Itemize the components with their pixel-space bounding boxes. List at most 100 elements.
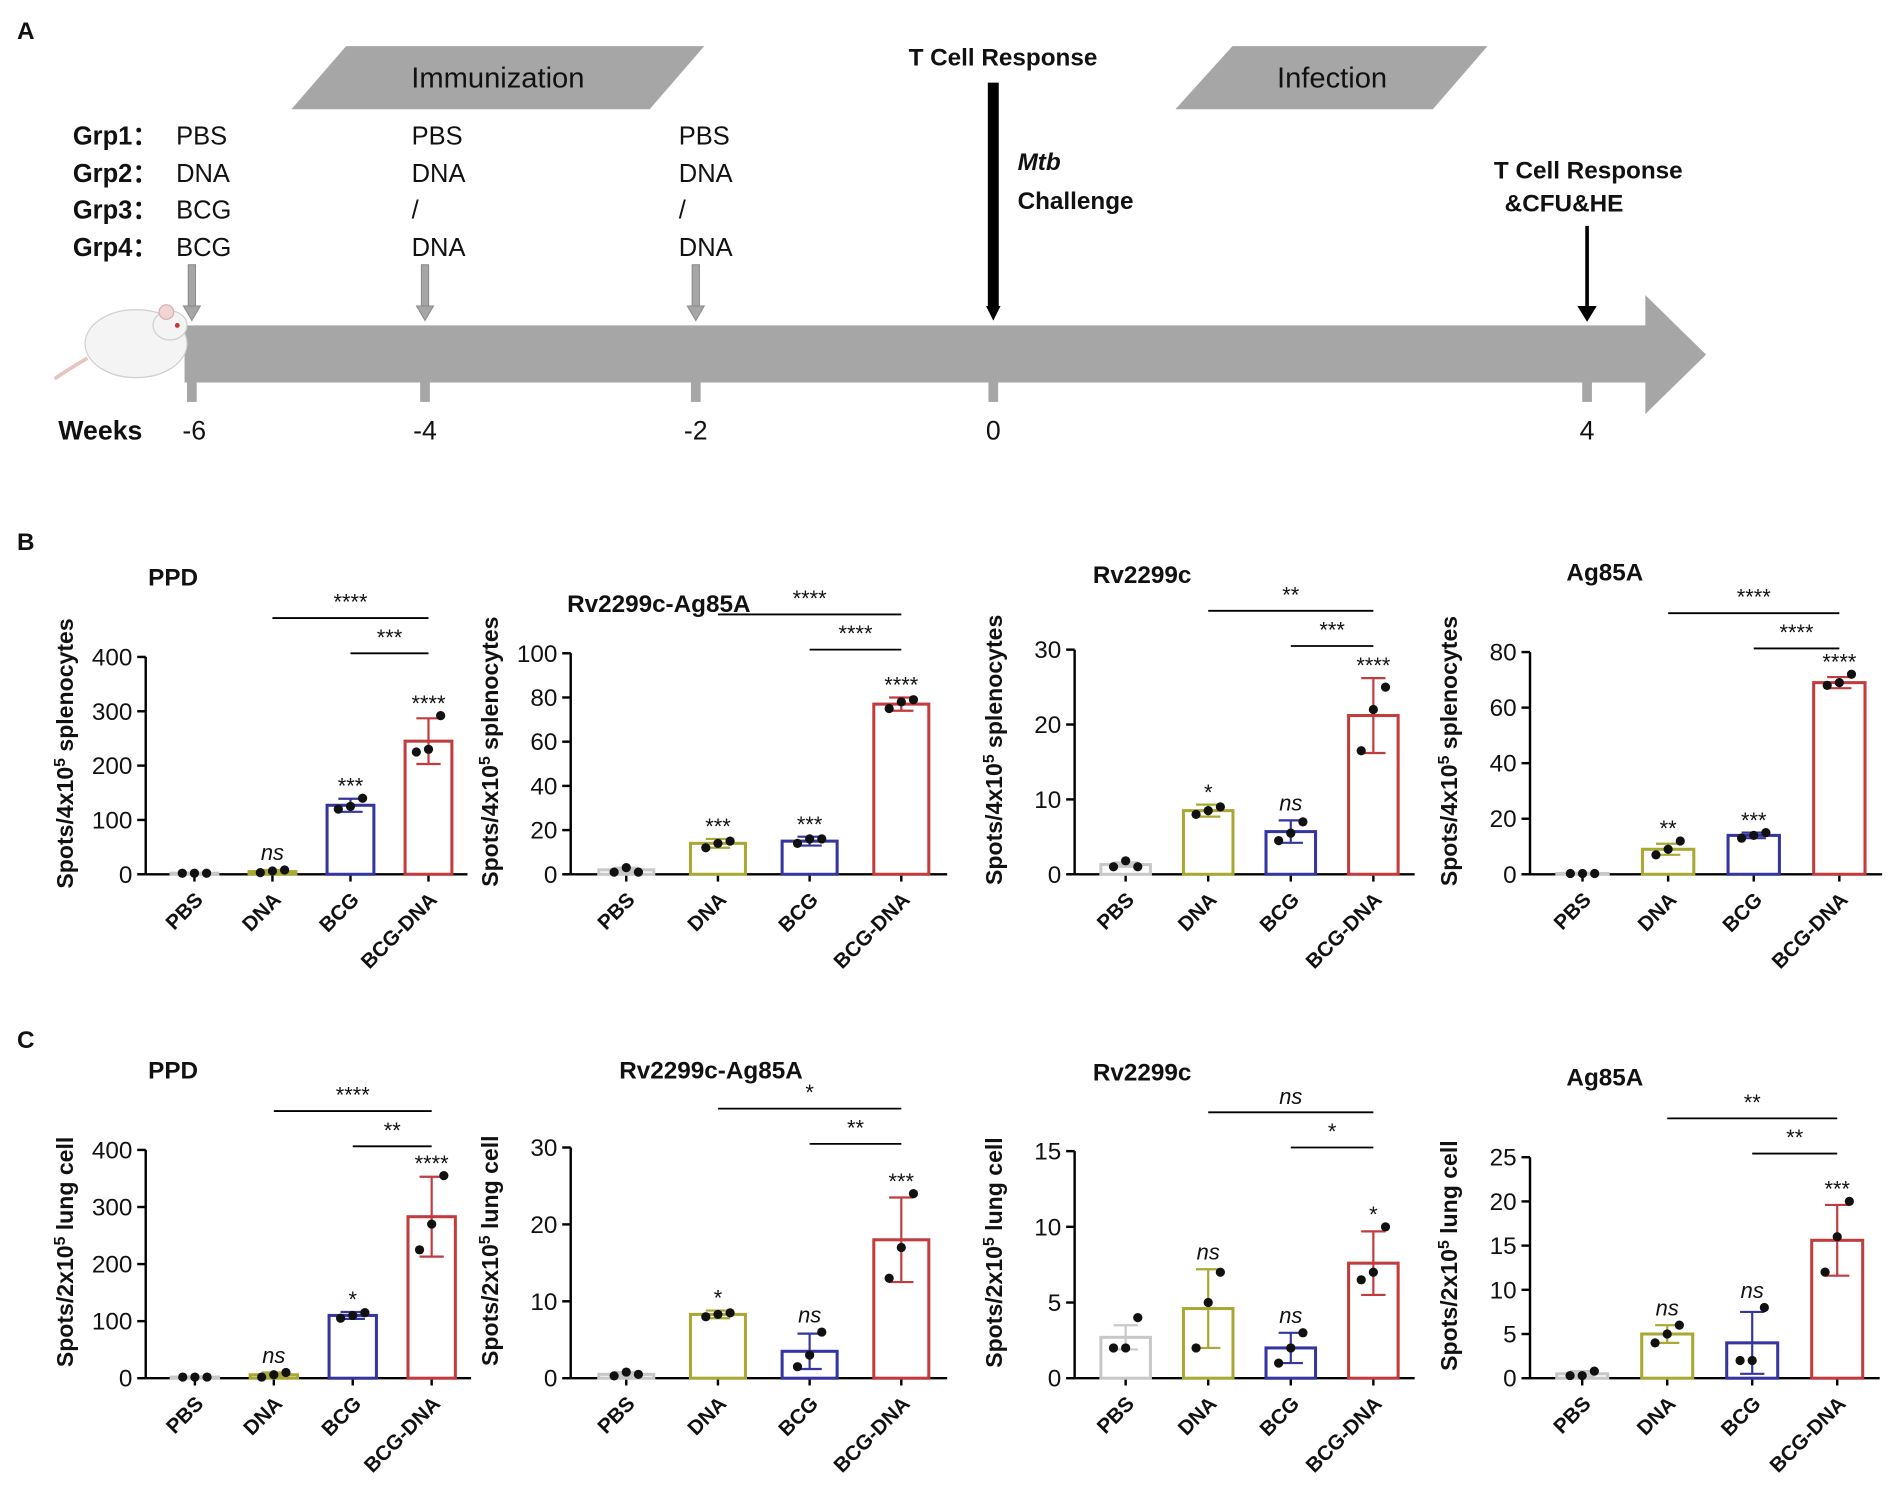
x-tick-label: DNA bbox=[1174, 888, 1222, 936]
bar bbox=[688, 1312, 747, 1380]
data-point bbox=[1215, 802, 1225, 812]
y-axis-label-part: 5 bbox=[980, 1237, 997, 1246]
group-label: Grp4： bbox=[73, 234, 158, 262]
data-point bbox=[1356, 1275, 1366, 1285]
data-point bbox=[1590, 868, 1600, 879]
phase-shape bbox=[1175, 46, 1488, 110]
week-label: -2 bbox=[684, 416, 708, 446]
y-axis-label-part: 5 bbox=[1436, 1240, 1453, 1249]
data-point bbox=[201, 868, 212, 878]
x-tick-label: PBS bbox=[1093, 1392, 1139, 1438]
challenge-head bbox=[986, 306, 1001, 321]
data-point bbox=[896, 1242, 906, 1253]
group-treatment: / bbox=[679, 197, 687, 225]
y-axis-label-part: lung cell bbox=[52, 1137, 78, 1237]
data-point bbox=[1577, 1370, 1587, 1381]
data-point bbox=[1650, 1338, 1660, 1348]
y-axis-label-part: lung cell bbox=[981, 1137, 1007, 1237]
phase-label: Infection bbox=[1277, 62, 1387, 94]
y-tick-label: 0 bbox=[544, 1366, 558, 1393]
data-point bbox=[257, 1372, 267, 1382]
significance-label: **** bbox=[1822, 649, 1857, 674]
data-point bbox=[621, 1367, 631, 1377]
y-tick-label: 0 bbox=[119, 1366, 133, 1393]
data-point bbox=[360, 1307, 370, 1318]
x-tick-label: BCG bbox=[774, 888, 823, 937]
y-axis-label-part: 5 bbox=[980, 754, 997, 763]
y-tick-label: 0 bbox=[1503, 1366, 1517, 1393]
week-tick bbox=[420, 382, 430, 402]
data-point bbox=[701, 1312, 711, 1322]
significance-label: ns bbox=[1741, 1278, 1764, 1303]
y-tick-label: 300 bbox=[92, 1195, 133, 1222]
chart-title: Rv2299c bbox=[1093, 1060, 1192, 1087]
x-tick-label: DNA bbox=[1633, 1392, 1681, 1440]
y-axis-label-part: Spots/4x10 bbox=[1436, 764, 1462, 886]
data-point bbox=[896, 697, 906, 707]
data-point bbox=[884, 703, 894, 714]
data-point bbox=[411, 747, 421, 757]
bar bbox=[780, 839, 839, 876]
y-axis-label-part: 5 bbox=[1436, 755, 1453, 764]
data-point bbox=[725, 1308, 735, 1318]
data-point bbox=[439, 1170, 449, 1181]
data-point bbox=[1203, 1297, 1213, 1308]
panel-label: B bbox=[17, 529, 35, 556]
data-point bbox=[1215, 1267, 1225, 1277]
data-point bbox=[1577, 868, 1588, 879]
comparison-label: ** bbox=[847, 1115, 865, 1140]
data-point bbox=[1368, 704, 1378, 715]
x-tick-label: BCG bbox=[317, 1392, 366, 1441]
data-point bbox=[1203, 806, 1213, 816]
y-tick-label: 20 bbox=[1034, 712, 1061, 739]
data-point bbox=[189, 868, 200, 878]
dose-head bbox=[415, 305, 435, 322]
x-tick-label: DNA bbox=[238, 888, 286, 936]
group-treatment: / bbox=[412, 197, 420, 225]
significance-label: ** bbox=[1660, 816, 1678, 841]
data-point bbox=[1274, 835, 1284, 846]
x-tick-label: PBS bbox=[593, 888, 639, 934]
event-agent: Mtb bbox=[1018, 149, 1061, 176]
y-axis-label: Spots/2x105 lung cell bbox=[980, 1137, 1007, 1368]
data-point bbox=[1133, 862, 1143, 872]
x-tick-label: PBS bbox=[1550, 888, 1596, 934]
y-axis-label-part: Spots/4x10 bbox=[52, 767, 78, 889]
mouse bbox=[53, 304, 188, 381]
data-point bbox=[281, 1367, 291, 1378]
comparison-label: **** bbox=[333, 590, 368, 615]
significance-label: ns bbox=[1279, 791, 1302, 816]
dose-head bbox=[686, 305, 706, 322]
data-point bbox=[701, 843, 711, 853]
data-point bbox=[423, 744, 434, 754]
y-axis-label: Spots/4x105 splenocytes bbox=[51, 618, 77, 888]
endpoint-label: T Cell Response bbox=[1494, 158, 1683, 185]
data-point bbox=[817, 1327, 827, 1337]
y-tick-label: 60 bbox=[1490, 695, 1517, 722]
significance-label: ns bbox=[1279, 1303, 1302, 1328]
data-point bbox=[713, 838, 723, 848]
comparison-label: ** bbox=[1786, 1125, 1804, 1150]
x-tick-label: BCG-DNA bbox=[357, 888, 442, 973]
x-tick-label: PBS bbox=[161, 888, 207, 934]
data-point bbox=[267, 866, 278, 876]
y-tick-label: 100 bbox=[517, 641, 558, 668]
significance-label: *** bbox=[705, 814, 731, 839]
x-tick-label: BCG bbox=[1718, 888, 1767, 937]
y-tick-label: 15 bbox=[1034, 1139, 1061, 1166]
y-axis-label-part: 5 bbox=[51, 758, 68, 767]
comparison-label: **** bbox=[1737, 585, 1772, 610]
event-title: T Cell Response bbox=[909, 45, 1098, 72]
data-point bbox=[633, 1369, 644, 1379]
data-point bbox=[427, 1219, 437, 1229]
bar bbox=[1181, 809, 1235, 876]
y-tick-label: 20 bbox=[1490, 1189, 1517, 1216]
data-point bbox=[792, 1362, 803, 1372]
y-axis-label-part: Spots/2x10 bbox=[1436, 1249, 1462, 1371]
panel-label: A bbox=[17, 18, 35, 45]
significance-label: *** bbox=[797, 812, 823, 837]
y-tick-label: 30 bbox=[530, 1135, 557, 1162]
data-point bbox=[1368, 1267, 1378, 1277]
data-point bbox=[609, 1371, 619, 1381]
bar bbox=[872, 702, 931, 876]
